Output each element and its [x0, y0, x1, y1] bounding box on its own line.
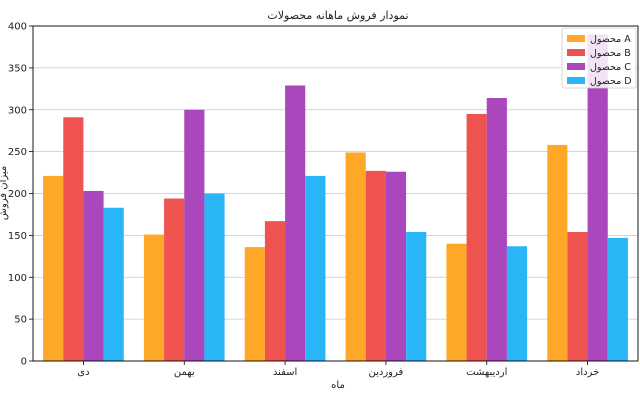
- bar-series-1-cat-5: [567, 232, 588, 361]
- bar-series-0-cat-4: [446, 243, 467, 361]
- bar-series-1-cat-2: [264, 221, 286, 361]
- bar-series-2-cat-0: [83, 190, 104, 361]
- bar-series-3-cat-0: [103, 207, 124, 361]
- y-axis-label: میزان فروش: [0, 166, 9, 221]
- x-axis-label: ماه: [331, 380, 345, 391]
- bar-series-0-cat-1: [143, 234, 165, 361]
- y-tick-label: 350: [8, 63, 27, 74]
- bar-series-2-cat-5: [587, 34, 608, 361]
- chart-title: نمودار فروش ماهانه محصولات: [267, 9, 408, 22]
- legend-swatch-1: [567, 49, 585, 56]
- x-tick-label: اسفند: [273, 367, 297, 378]
- x-tick-label: خرداد: [576, 367, 599, 378]
- legend: محصول A محصول B محصول C محصول D: [561, 27, 637, 89]
- bar-series-1-cat-1: [164, 198, 185, 361]
- y-tick-label: 50: [14, 315, 27, 326]
- legend-swatch-0: [567, 35, 585, 42]
- legend-swatch-3: [567, 77, 585, 84]
- legend-label-1: محصول B: [590, 48, 631, 59]
- bar-series-1-cat-4: [466, 113, 487, 361]
- bar-series-2-cat-1: [184, 109, 205, 361]
- bar-series-1-cat-0: [63, 117, 84, 361]
- bar-series-3-cat-5: [607, 237, 628, 361]
- x-tick-label: بهمن: [174, 367, 195, 378]
- y-tick-label: 300: [8, 105, 27, 116]
- bar-series-3-cat-4: [506, 246, 528, 361]
- x-tick-label: دی: [77, 367, 89, 378]
- bar-series-0-cat-2: [244, 247, 265, 361]
- bar-series-0-cat-0: [43, 175, 64, 361]
- legend-box: [561, 27, 637, 89]
- bar-series-2-cat-2: [285, 85, 306, 362]
- bar-series-3-cat-2: [305, 175, 326, 361]
- bar-series-3-cat-1: [204, 193, 225, 361]
- y-tick-label: 250: [8, 147, 27, 158]
- legend-label-2: محصول C: [590, 62, 631, 73]
- bar-series-2-cat-4: [486, 98, 507, 362]
- legend-swatch-2: [567, 63, 585, 70]
- y-tick-label: 150: [8, 231, 27, 242]
- bar-series-0-cat-3: [345, 152, 366, 361]
- legend-label-3: محصول D: [590, 76, 632, 87]
- plot-frame: [32, 25, 639, 362]
- y-tick-label: 0: [21, 357, 27, 368]
- x-tick-label: اردیبهشت: [466, 367, 507, 378]
- bar-series-1-cat-3: [365, 170, 386, 361]
- bar-series-3-cat-3: [406, 232, 427, 361]
- y-tick-label: 200: [8, 189, 27, 200]
- axes: 0 50 100 150 200 250 300 350 400 دی بهمن اسفند فرورد…: [8, 22, 639, 378]
- bar-series-2-cat-3: [385, 171, 407, 361]
- legend-label-0: محصول A: [590, 34, 631, 45]
- y-tick-label: 100: [8, 273, 27, 284]
- bar-series-0-cat-5: [547, 144, 568, 361]
- x-tick-label: فروردین: [369, 367, 404, 378]
- bars: [43, 34, 628, 362]
- y-tick-label: 400: [8, 22, 27, 33]
